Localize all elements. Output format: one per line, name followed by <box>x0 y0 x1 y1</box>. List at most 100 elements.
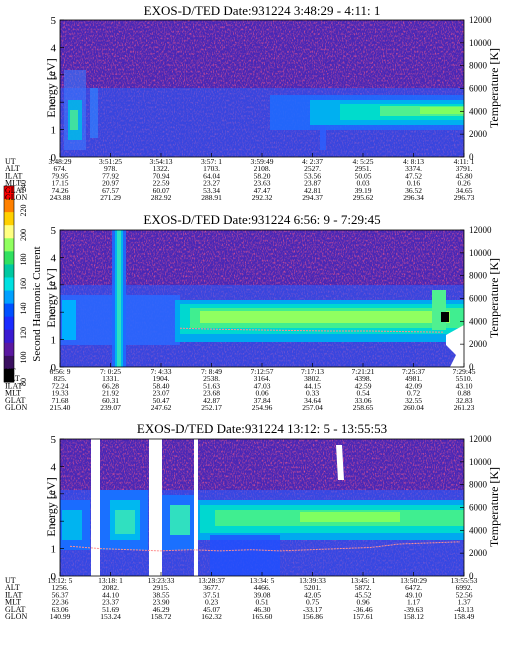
ephemeris-value: 158.12 <box>403 612 424 621</box>
colorbar-cell <box>4 368 14 383</box>
ephemeris-value: 0.33 <box>306 389 319 398</box>
ephemeris-value: 44.10 <box>102 590 119 599</box>
panel-2-temperature-trace <box>179 327 445 333</box>
ephemeris-value: 0.16 <box>407 179 420 188</box>
ephemeris-value: 1904. <box>153 374 170 383</box>
ephemeris-row-label: MLT <box>5 179 21 188</box>
ephemeris-value: 53.56 <box>304 171 321 180</box>
ephemeris-value: 70.94 <box>153 171 170 180</box>
ephemeris-value: 4981. <box>405 374 422 383</box>
ephemeris-value: 7:21:21 <box>352 367 375 376</box>
panel-1: EXOS-D/TED Date:931224 3:48:29 - 4:11: 1… <box>5 3 501 202</box>
ephemeris-value: 13:45: 1 <box>351 576 376 585</box>
colorbar-cell <box>4 199 14 213</box>
panel-3-y2tick-labels: 0 2000 4000 6000 8000 10000 12000 <box>460 434 492 581</box>
y2tick-label: 10000 <box>469 38 492 48</box>
colorbar-cell <box>4 355 14 370</box>
y2tick-label: 10000 <box>469 248 492 258</box>
ephemeris-value: 3164. <box>254 374 271 383</box>
colorbar-tick-label: 80 <box>19 378 28 386</box>
ephemeris-value: 0.54 <box>356 389 369 398</box>
y2tick-label: 12000 <box>469 15 492 25</box>
y2tick-label: 4000 <box>469 525 488 535</box>
ephemeris-value: 37.84 <box>254 396 271 405</box>
ephemeris-value: 158.49 <box>454 612 475 621</box>
ytick-label: 1 <box>51 335 57 347</box>
ephemeris-value: 47.52 <box>405 171 422 180</box>
ephemeris-value: 153.24 <box>100 612 121 621</box>
ephemeris-value: 254.96 <box>252 403 273 412</box>
panel-1-spectrogram <box>59 19 465 158</box>
ephemeris-value: 288.91 <box>201 193 222 202</box>
ephemeris-value: 257.04 <box>302 403 323 412</box>
ephemeris-value: 17.15 <box>52 179 69 188</box>
ephemeris-value: 215.40 <box>50 403 71 412</box>
ephemeris-value: 13:28:37 <box>198 576 225 585</box>
ephemeris-row-label: GLON <box>5 612 27 621</box>
panel-3-spectrogram <box>59 438 465 577</box>
ephemeris-value: 44.15 <box>304 381 321 390</box>
panel-1-yaxis-left: Energy [eV] 0 1 2 3 4 5 <box>44 15 64 164</box>
ephemeris-value: 260.04 <box>403 403 424 412</box>
ephemeris-value: 37.51 <box>203 590 220 599</box>
ephemeris-value: 7: 0:25 <box>100 367 121 376</box>
ephemeris-value: 296.34 <box>403 193 424 202</box>
ephemeris-value: 45.80 <box>456 171 473 180</box>
panel-1-y2label: Temperature [K] <box>487 48 501 128</box>
ephemeris-value: -39.63 <box>404 605 424 614</box>
ytick-label: 1 <box>51 125 57 137</box>
ephemeris-value: 58.40 <box>153 381 170 390</box>
colorbar-cell <box>4 238 14 252</box>
y2tick-label: 8000 <box>469 480 488 490</box>
ephemeris-value: 72.24 <box>52 381 69 390</box>
ephemeris-value: 23.68 <box>203 389 220 398</box>
ephemeris-value: 50.47 <box>153 396 170 405</box>
colorbar-cell <box>4 277 14 292</box>
y2tick-label: 12000 <box>469 434 492 444</box>
ephemeris-value: 2538. <box>203 374 220 383</box>
ephemeris-value: 252.17 <box>201 403 222 412</box>
ytick-label: 1 <box>51 544 57 556</box>
ephemeris-value: 0.96 <box>356 598 369 607</box>
colorbar-cell <box>4 316 14 331</box>
ephemeris-value: 0.51 <box>255 598 268 607</box>
colorbar-tick-label: 240 <box>19 180 28 192</box>
panel-2-spectrogram <box>59 229 465 368</box>
ephemeris-value: -33.17 <box>303 605 323 614</box>
ephemeris-value: 978. <box>104 164 117 173</box>
ephemeris-value: 42.05 <box>304 590 321 599</box>
ephemeris-value: 156.86 <box>302 612 323 621</box>
ephemeris-value: 282.92 <box>151 193 172 202</box>
ephemeris-value: 7:25:37 <box>402 367 425 376</box>
colorbar-tick-label: 220 <box>19 205 28 217</box>
ephemeris-value: 45.07 <box>203 605 220 614</box>
ephemeris-value: 3677. <box>203 583 220 592</box>
colorbar-cells <box>4 186 14 383</box>
colorbar-tick-label: 160 <box>19 278 28 290</box>
ephemeris-value: 7:29:45 <box>453 367 476 376</box>
ephemeris-value: 2527. <box>304 164 321 173</box>
colorbar-label: Second Harmonic Current <box>31 246 43 361</box>
ephemeris-row-label: GLAT <box>5 605 26 614</box>
ytick-label: 0 <box>51 152 57 164</box>
ytick-label: 5 <box>51 225 57 237</box>
ephemeris-value: 19.33 <box>52 389 69 398</box>
ephemeris-value: 294.37 <box>302 193 323 202</box>
ytick-label: 0 <box>51 571 57 583</box>
ephemeris-value: 13:12: 5 <box>48 576 73 585</box>
ephemeris-row-label: UT <box>5 576 16 585</box>
panel-2-ylabel: Energy [eV] <box>44 268 58 327</box>
ytick-label: 2 <box>51 97 57 109</box>
panel-3-y2label: Temperature [K] <box>487 467 501 547</box>
ephemeris-value: 7: 4:33 <box>150 367 171 376</box>
ephemeris-value: 22.36 <box>52 598 69 607</box>
ephemeris-value: 3:51:25 <box>99 157 122 166</box>
ephemeris-value: 295.62 <box>353 193 374 202</box>
ephemeris-value: 674. <box>53 164 66 173</box>
ephemeris-value: 71.68 <box>52 396 69 405</box>
ephemeris-value: 42.87 <box>203 396 220 405</box>
ytick-label: 4 <box>51 42 57 54</box>
ephemeris-value: 13:39:33 <box>299 576 326 585</box>
ephemeris-value: 0.88 <box>457 389 470 398</box>
